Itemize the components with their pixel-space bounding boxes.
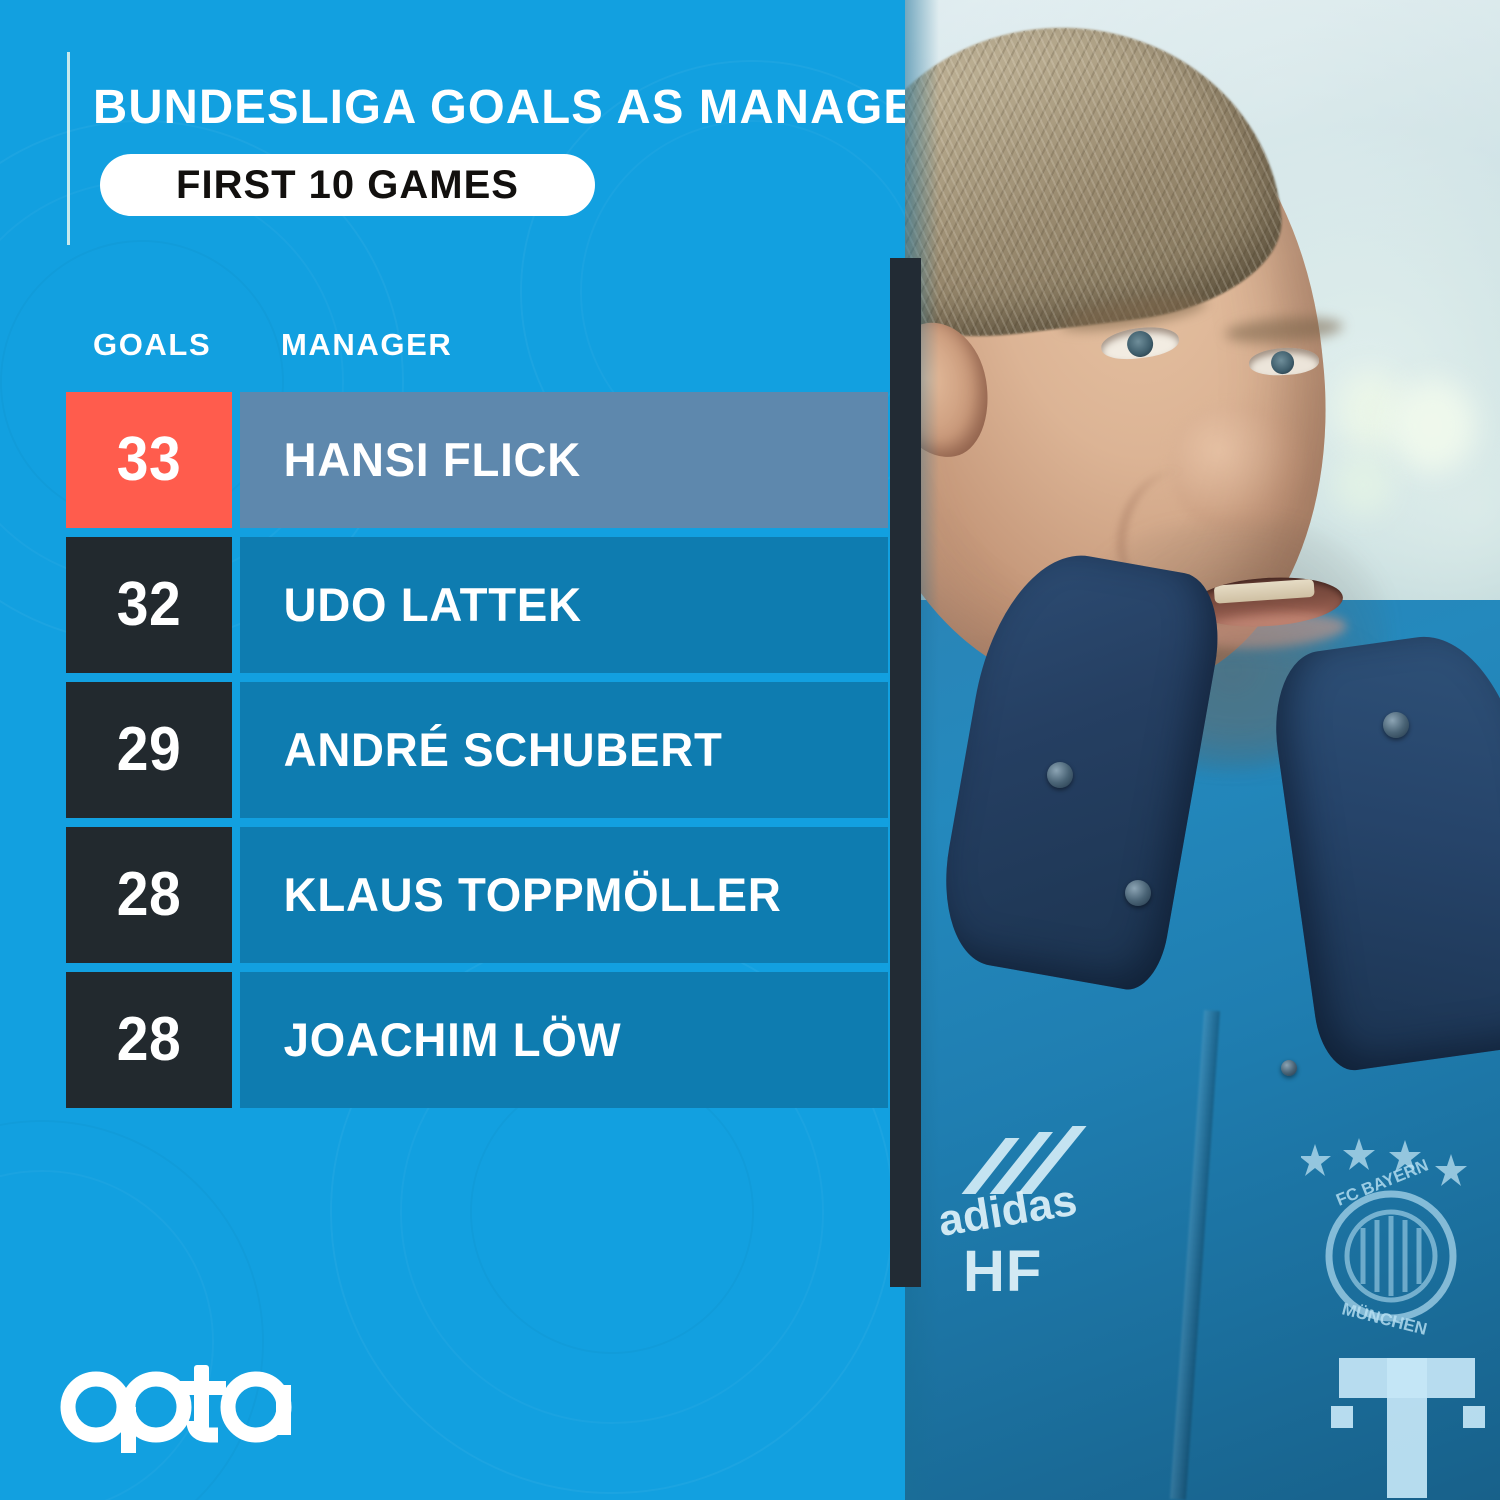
goals-cell: 29 bbox=[66, 682, 232, 818]
goals-value: 32 bbox=[116, 570, 182, 639]
subtitle-badge: FIRST 10 GAMES bbox=[100, 154, 595, 216]
manager-name: HANSI FLICK bbox=[283, 433, 581, 486]
telekom-sponsor-icon bbox=[1331, 1358, 1485, 1498]
jacket-snap-button bbox=[1125, 880, 1151, 906]
jacket-snap-button bbox=[1383, 712, 1409, 738]
table-row[interactable]: 32 UDO LATTEK bbox=[0, 537, 910, 673]
bokeh-light bbox=[1391, 380, 1475, 472]
manager-cell: KLAUS TOPPMÖLLER bbox=[240, 827, 888, 963]
title-accent-line bbox=[67, 52, 70, 245]
manager-name: JOACHIM LÖW bbox=[283, 1013, 622, 1066]
goals-cell: 28 bbox=[66, 972, 232, 1108]
manager-name: UDO LATTEK bbox=[283, 578, 582, 631]
manager-cell: JOACHIM LÖW bbox=[240, 972, 888, 1108]
column-header-goals: GOALS bbox=[93, 327, 212, 362]
manager-cell: UDO LATTEK bbox=[240, 537, 888, 673]
goals-value: 28 bbox=[116, 1005, 182, 1074]
jacket-snap-button bbox=[1047, 762, 1073, 788]
manager-cell: HANSI FLICK bbox=[240, 392, 888, 528]
table-row[interactable]: 28 KLAUS TOPPMÖLLER bbox=[0, 827, 910, 963]
goals-cell: 33 bbox=[66, 392, 232, 528]
svg-text:adidas: adidas bbox=[935, 1176, 1080, 1246]
table-row[interactable]: 33 HANSI FLICK bbox=[0, 392, 910, 528]
fc-bayern-crest-icon: FC BAYERN MÜNCHEN bbox=[1301, 1138, 1467, 1338]
jacket-initials: HF bbox=[963, 1239, 1043, 1304]
goals-value: 28 bbox=[116, 860, 182, 929]
ranking-table: 33 HANSI FLICK 32 UDO LATTEK 29 bbox=[0, 392, 910, 1117]
table-row[interactable]: 29 ANDRÉ SCHUBERT bbox=[0, 682, 910, 818]
manager-portrait-photo: adidas HF FC BAYERN MÜNCHEN bbox=[905, 0, 1500, 1500]
svg-text:MÜNCHEN: MÜNCHEN bbox=[1340, 1299, 1429, 1338]
table-row[interactable]: 28 JOACHIM LÖW bbox=[0, 972, 910, 1108]
manager-name: ANDRÉ SCHUBERT bbox=[283, 723, 723, 776]
divider-bar bbox=[890, 258, 921, 1287]
goals-cell: 32 bbox=[66, 537, 232, 673]
adidas-logo-icon: adidas bbox=[935, 1126, 1087, 1246]
page-title: BUNDESLIGA GOALS AS MANAGER bbox=[93, 81, 910, 134]
column-header-manager: MANAGER bbox=[281, 327, 453, 362]
manager-cell: ANDRÉ SCHUBERT bbox=[240, 682, 888, 818]
subtitle-badge-label: FIRST 10 GAMES bbox=[176, 163, 519, 207]
jacket-snap-button bbox=[1281, 1060, 1297, 1076]
bokeh-light bbox=[1335, 455, 1391, 515]
goals-value: 33 bbox=[116, 425, 182, 494]
goals-cell: 28 bbox=[66, 827, 232, 963]
teeth bbox=[1213, 578, 1315, 604]
stats-panel: BUNDESLIGA GOALS AS MANAGER FIRST 10 GAM… bbox=[0, 52, 910, 1494]
opta-logo bbox=[60, 1365, 292, 1453]
manager-name: KLAUS TOPPMÖLLER bbox=[283, 868, 782, 921]
goals-value: 29 bbox=[116, 715, 182, 784]
